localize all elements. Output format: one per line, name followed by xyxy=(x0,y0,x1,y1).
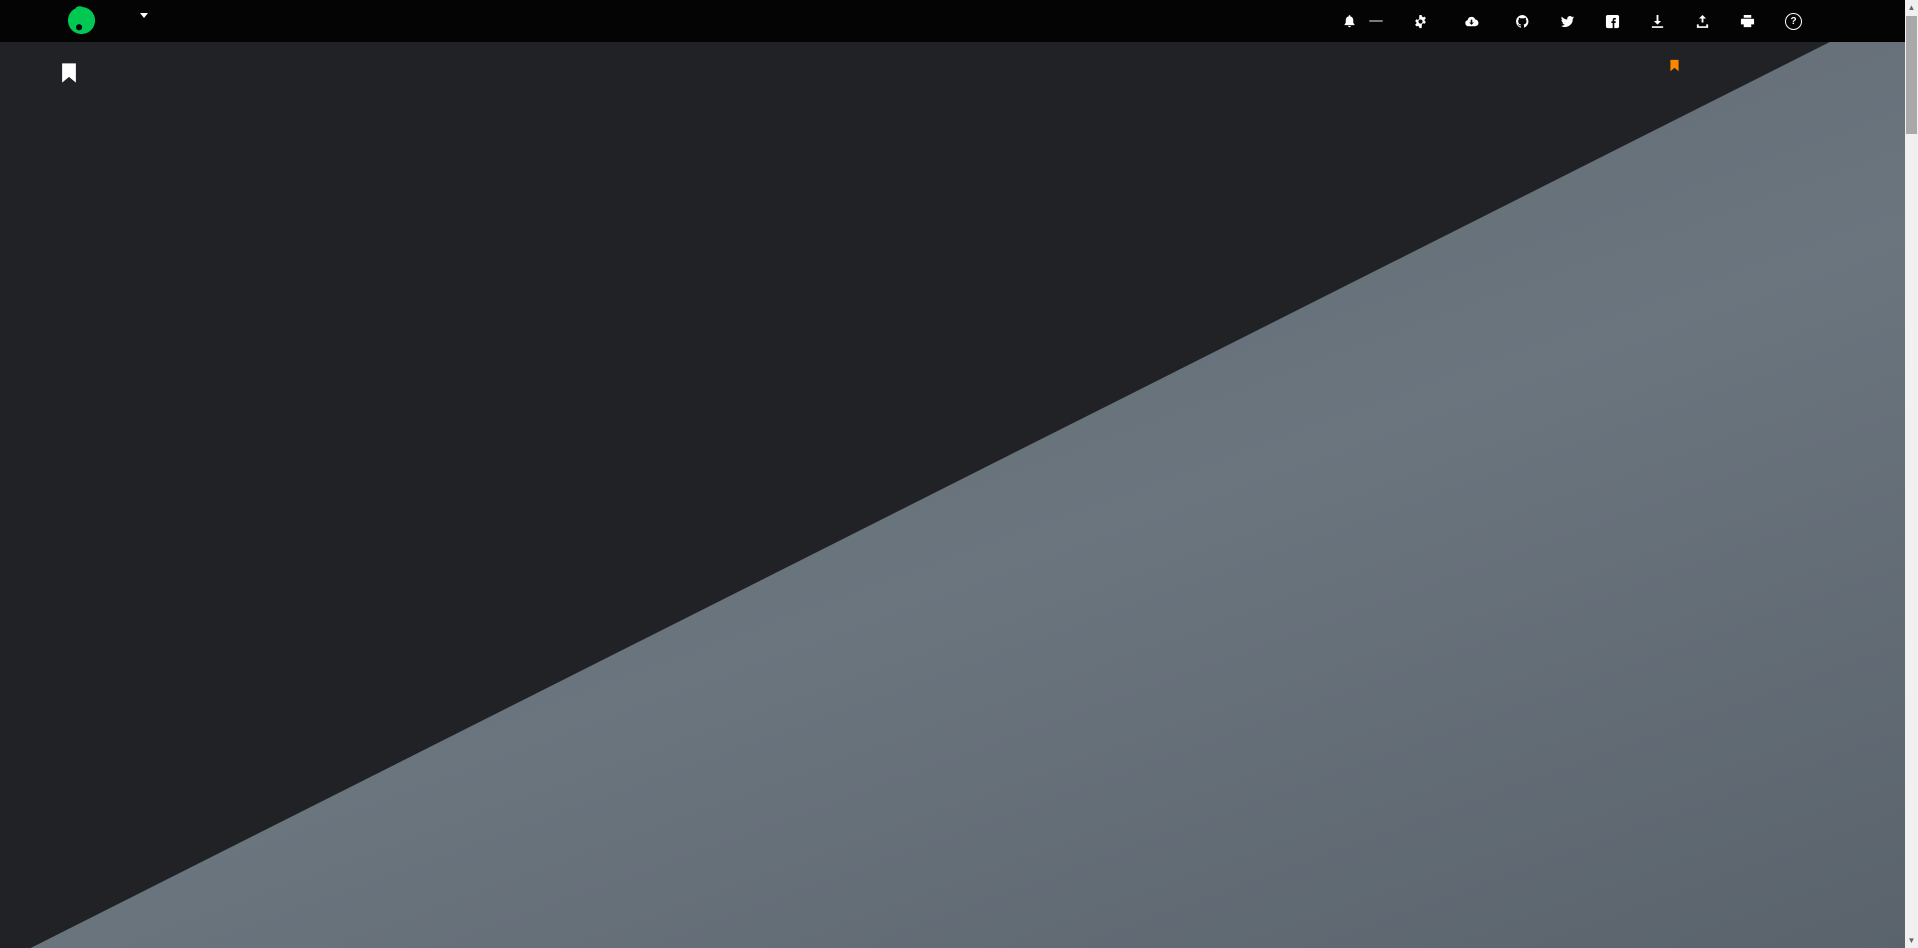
softirq-sparkline[interactable] xyxy=(103,455,558,469)
upload-icon xyxy=(1695,14,1710,29)
cloud-download-icon xyxy=(1464,14,1479,29)
cpu-chart[interactable] xyxy=(85,476,1465,662)
alarms-button[interactable] xyxy=(1342,14,1383,29)
alarms-badge xyxy=(1369,20,1383,22)
load-chart[interactable] xyxy=(85,800,1465,912)
github-icon xyxy=(1515,14,1530,29)
settings-button[interactable] xyxy=(1413,14,1434,29)
navbar xyxy=(0,0,1918,42)
header-bookmark-icon xyxy=(58,60,80,86)
download-icon xyxy=(1650,14,1665,29)
cpu-softirq-line xyxy=(103,455,1553,469)
print-button[interactable] xyxy=(1740,14,1755,29)
bookmark-icon xyxy=(1668,58,1681,73)
gear-icon xyxy=(1413,14,1428,29)
scrollbar-down-arrow[interactable]: ▼ xyxy=(1907,936,1916,945)
scrollbar-up-arrow[interactable]: ▲ xyxy=(1907,3,1916,12)
facebook-icon xyxy=(1605,14,1620,29)
twitter-button[interactable] xyxy=(1560,14,1575,29)
gauge-cpu[interactable] xyxy=(585,118,925,348)
import-snapshot-button[interactable] xyxy=(1695,14,1710,29)
sidebar-item-system-overview[interactable] xyxy=(1668,58,1688,73)
update-button[interactable] xyxy=(1464,14,1485,29)
print-icon xyxy=(1740,14,1755,29)
sidebar-menu xyxy=(1660,42,1905,948)
navbar-actions xyxy=(1342,12,1808,30)
scrollbar-thumb[interactable] xyxy=(1906,16,1917,134)
question-icon xyxy=(1785,12,1802,30)
page-scrollbar[interactable]: ▲ ▼ xyxy=(1905,0,1918,948)
load-chart-legend xyxy=(1448,786,1598,790)
twitter-icon xyxy=(1560,14,1575,29)
help-button[interactable] xyxy=(1785,12,1808,30)
github-button[interactable] xyxy=(1515,14,1530,29)
caret-down-icon xyxy=(140,13,148,18)
facebook-button[interactable] xyxy=(1605,14,1620,29)
my-netdata-dropdown[interactable] xyxy=(130,13,148,18)
bell-icon xyxy=(1342,14,1357,29)
netdata-logo[interactable] xyxy=(66,5,97,36)
cpu-iowait-line xyxy=(103,433,1503,447)
iowait-sparkline[interactable] xyxy=(103,433,613,447)
cpu-chart-legend xyxy=(1448,481,1598,485)
export-snapshot-button[interactable] xyxy=(1650,14,1665,29)
